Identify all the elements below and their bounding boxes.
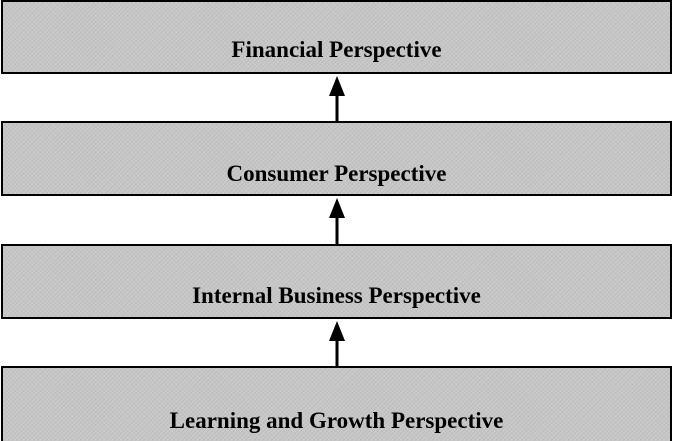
arrow-up-icon <box>329 198 345 244</box>
arrow-up-icon <box>329 321 345 366</box>
consumer-perspective-label: Consumer Perspective <box>226 161 447 186</box>
learning-growth-perspective-label: Learning and Growth Perspective <box>169 408 504 433</box>
learning-growth-perspective-box: Learning and Growth Perspective <box>1 366 672 441</box>
internal-business-perspective-box: Internal Business Perspective <box>1 244 672 319</box>
financial-perspective-label: Financial Perspective <box>231 37 442 62</box>
internal-business-perspective-label: Internal Business Perspective <box>192 283 481 308</box>
financial-perspective-box: Financial Perspective <box>1 0 672 74</box>
consumer-perspective-box: Consumer Perspective <box>1 121 672 196</box>
arrow-up-icon <box>329 76 345 121</box>
